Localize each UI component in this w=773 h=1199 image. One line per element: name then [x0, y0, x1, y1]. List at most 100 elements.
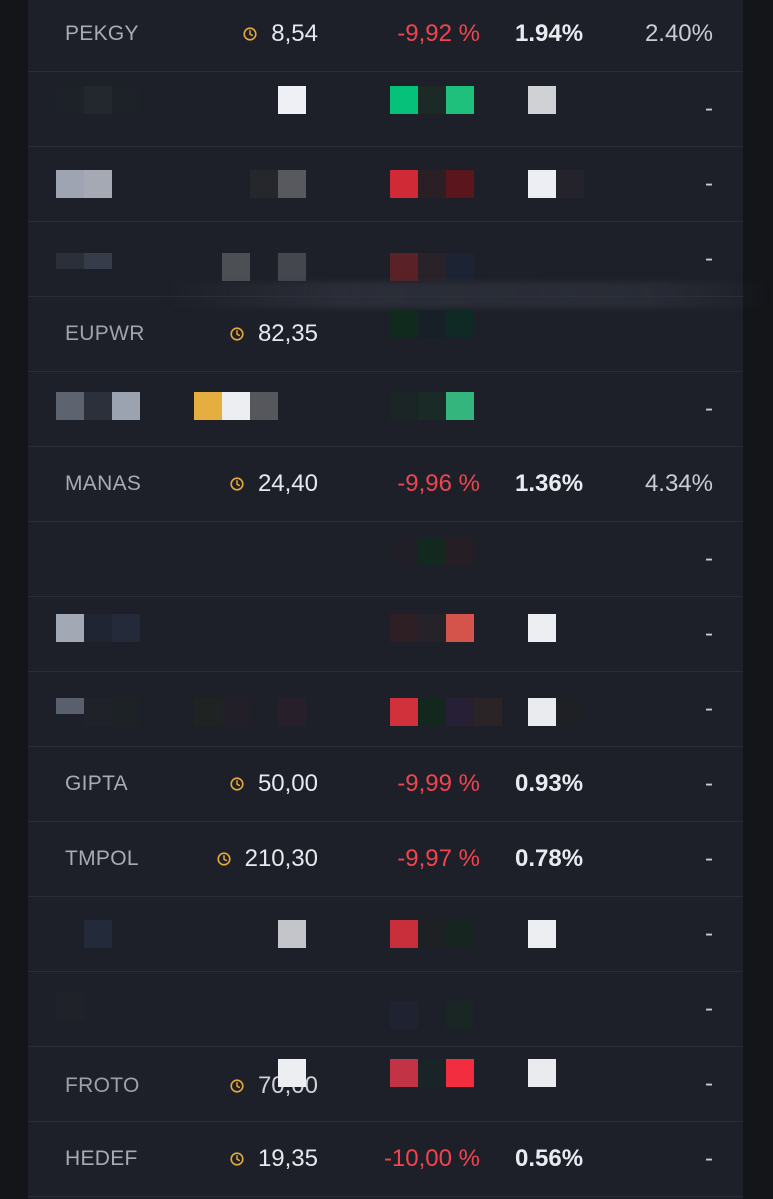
- price-change: -9,97 %: [397, 844, 480, 872]
- stock-price: 19,35: [230, 1145, 318, 1173]
- pixel-block: [390, 253, 418, 281]
- stock-row-pekgy[interactable]: PEKGY 8,54 -9,92 % 1.94% 2.40%: [28, 0, 743, 72]
- pixel-block: [390, 1059, 418, 1087]
- stock-row-pixelated[interactable]: -: [28, 596, 743, 672]
- pixel-block: [528, 86, 556, 114]
- stock-row-eupwr[interactable]: EUPWR 82,35: [28, 296, 743, 372]
- pixel-block: [446, 86, 474, 114]
- pixel-block: [56, 698, 84, 714]
- price-change: -10,00 %: [383, 1144, 480, 1172]
- stock-row-pixelated[interactable]: -: [28, 371, 743, 447]
- pixel-block: [56, 614, 84, 642]
- stock-symbol: GIPTA: [65, 771, 128, 795]
- volume-share: 0.78%: [515, 844, 584, 872]
- pixel-block: [418, 1059, 446, 1087]
- pixel-block: [278, 86, 306, 114]
- pixel-block: [56, 253, 84, 269]
- pixel-block: [222, 392, 250, 420]
- pixel-block: [112, 698, 140, 726]
- pixel-block: [84, 392, 112, 420]
- pixel-block: [474, 698, 502, 726]
- pixel-block: [194, 392, 222, 420]
- stock-row-pixelated[interactable]: -: [28, 221, 743, 297]
- extra-value: -: [705, 1144, 713, 1172]
- pixel-block: [446, 392, 474, 420]
- blur-smear: [168, 282, 768, 308]
- clock-icon: [230, 1151, 244, 1166]
- extra-value: -: [705, 1069, 713, 1097]
- extra-value: -: [705, 544, 713, 572]
- clock-icon: [230, 327, 244, 341]
- stock-row-pixelated[interactable]: -: [28, 521, 743, 597]
- pixel-block: [56, 920, 84, 948]
- pixel-block: [418, 310, 446, 338]
- pixel-block: [222, 698, 250, 726]
- pixel-block: [446, 920, 474, 948]
- stock-row-pixelated[interactable]: -: [28, 896, 743, 972]
- extra-value: -: [705, 619, 713, 647]
- stock-row-pixelated[interactable]: -: [28, 971, 743, 1047]
- pixel-block: [446, 1001, 474, 1029]
- pixel-block: [446, 614, 474, 642]
- stock-row-pixelated[interactable]: -: [28, 671, 743, 747]
- stock-symbol: TMPOL: [65, 846, 139, 870]
- stock-row-pixelated[interactable]: -: [28, 71, 743, 147]
- extra-value: 2.40%: [644, 19, 713, 47]
- pixel-block: [418, 698, 446, 726]
- stock-symbol: HEDEF: [65, 1146, 138, 1170]
- price-change: -9,99 %: [397, 769, 480, 797]
- price-value: 19,35: [257, 1144, 318, 1172]
- pixel-block: [390, 392, 418, 420]
- extra-value: -: [705, 919, 713, 947]
- stock-row-tmpol[interactable]: TMPOL 210,30 -9,97 % 0.78% -: [28, 821, 743, 897]
- price-value: 50,00: [257, 769, 318, 797]
- price-change: -9,96 %: [397, 469, 480, 497]
- price-change: -9,92 %: [397, 19, 480, 47]
- pixel-block: [390, 1001, 418, 1029]
- volume-share: 1.36%: [515, 469, 584, 497]
- pixel-block: [418, 86, 446, 114]
- price-value: 24,40: [257, 469, 318, 497]
- pixel-block: [278, 698, 306, 726]
- extra-value: 4.34%: [644, 469, 713, 497]
- stock-price: 50,00: [230, 770, 318, 798]
- stock-row-gipta[interactable]: GIPTA 50,00 -9,99 % 0.93% -: [28, 746, 743, 822]
- stock-row-hedef[interactable]: HEDEF 19,35 -10,00 % 0.56% -: [28, 1121, 743, 1197]
- stock-symbol: MANAS: [65, 471, 142, 495]
- extra-value: -: [705, 244, 713, 272]
- pixel-block: [418, 614, 446, 642]
- extra-value: -: [705, 169, 713, 197]
- pixel-block: [390, 920, 418, 948]
- price-value: 210,30: [244, 844, 318, 872]
- clock-icon: [230, 476, 244, 491]
- pixel-block: [390, 170, 418, 198]
- pixel-block: [418, 537, 446, 565]
- pixel-block: [556, 170, 584, 198]
- volume-share: 0.56%: [515, 1144, 584, 1172]
- pixel-block: [418, 170, 446, 198]
- stock-price: 8,54: [243, 20, 318, 48]
- pixel-block: [556, 698, 584, 726]
- stock-list: PEKGY 8,54 -9,92 % 1.94% 2.40% - -: [28, 0, 768, 1199]
- pixel-block: [84, 170, 112, 198]
- pixel-block: [222, 253, 250, 281]
- stock-price: 82,35: [230, 320, 318, 348]
- left-edge: [0, 0, 28, 1199]
- pixel-block: [528, 698, 556, 726]
- pixel-block: [84, 614, 112, 642]
- pixel-block: [446, 537, 474, 565]
- stock-row-pixelated[interactable]: -: [28, 146, 743, 222]
- stock-price: 24,40: [230, 470, 318, 498]
- stock-row-froto[interactable]: FROTO 70,00 -: [28, 1046, 743, 1122]
- pixel-block: [390, 698, 418, 726]
- pixel-block: [112, 86, 140, 114]
- pixel-block: [84, 698, 112, 726]
- pixel-block: [418, 920, 446, 948]
- clock-icon: [230, 776, 244, 791]
- pixel-block: [112, 392, 140, 420]
- pixel-block: [390, 310, 418, 338]
- pixel-block: [528, 920, 556, 948]
- pixel-block: [446, 698, 474, 726]
- pixel-block: [418, 253, 446, 281]
- stock-row-manas[interactable]: MANAS 24,40 -9,96 % 1.36% 4.34%: [28, 446, 743, 522]
